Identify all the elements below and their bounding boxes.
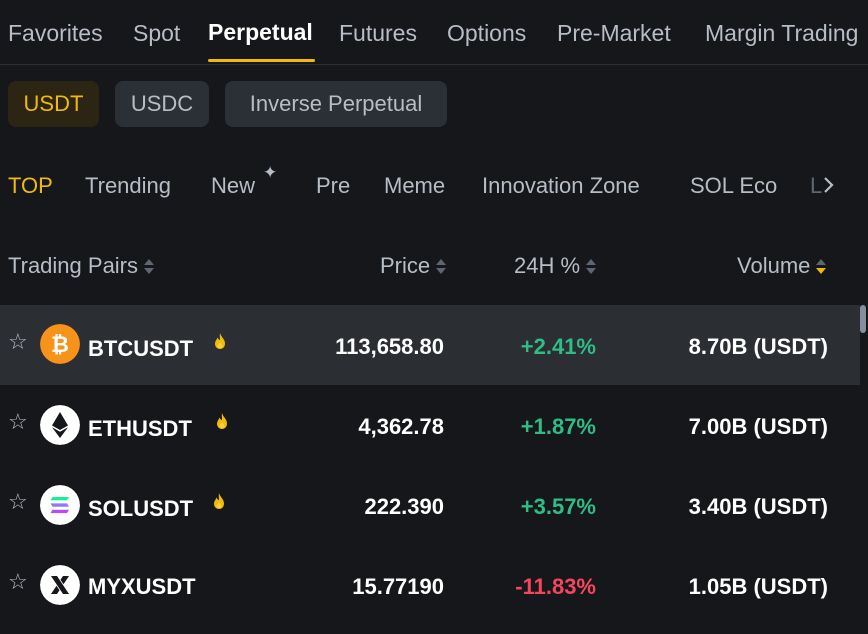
table-row[interactable]: ☆ ETHUSDT 4,362.78 +1.87% 7.00B (USDT) bbox=[0, 385, 860, 465]
tab-futures[interactable]: Futures bbox=[339, 20, 417, 46]
tab-spot[interactable]: Spot bbox=[133, 20, 181, 46]
fire-icon bbox=[217, 413, 227, 429]
pair-name: ETHUSDT bbox=[88, 416, 192, 441]
last-price: 4,362.78 bbox=[358, 414, 444, 439]
category-l-truncated[interactable]: L bbox=[810, 173, 823, 198]
eth-coin-icon bbox=[40, 405, 80, 445]
volume-24h: 7.00B (USDT) bbox=[688, 414, 828, 439]
svg-text:₿: ₿ bbox=[51, 332, 69, 357]
sparkle-icon: ✦ bbox=[263, 163, 278, 182]
active-tab-indicator bbox=[208, 59, 315, 62]
tab-margin-trading[interactable]: Margin Trading bbox=[705, 20, 859, 46]
volume-24h: 1.05B (USDT) bbox=[688, 574, 828, 599]
pill-usdc[interactable]: USDC bbox=[115, 81, 209, 127]
market-tabs: Favorites Spot Perpetual Futures Options… bbox=[0, 0, 868, 65]
sort-desc-icon bbox=[816, 258, 827, 276]
category-top[interactable]: TOP bbox=[8, 173, 53, 198]
tab-pre-market[interactable]: Pre-Market bbox=[557, 20, 671, 46]
category-trending[interactable]: Trending bbox=[85, 173, 172, 198]
last-price: 222.390 bbox=[364, 494, 444, 519]
tab-favorites[interactable]: Favorites bbox=[8, 20, 103, 46]
star-outline-icon[interactable]: ☆ bbox=[8, 409, 28, 434]
header-volume[interactable]: Volume bbox=[737, 253, 827, 279]
tab-options[interactable]: Options bbox=[447, 20, 527, 46]
table-row[interactable]: ☆ MYXUSDT 15.77190 -11.83% 1.05B (USDT) bbox=[0, 545, 860, 625]
category-new[interactable]: New bbox=[211, 173, 256, 198]
header-24h-change[interactable]: 24H % bbox=[514, 253, 597, 279]
category-meme[interactable]: Meme bbox=[384, 173, 446, 198]
volume-24h: 8.70B (USDT) bbox=[688, 334, 828, 359]
sort-arrows-icon bbox=[586, 258, 597, 276]
sol-coin-icon bbox=[40, 485, 80, 525]
table-row[interactable]: ☆ ₿ BTCUSDT 113,658.80 +2.41% 8.70B (USD… bbox=[0, 305, 860, 385]
pair-name: SOLUSDT bbox=[88, 496, 194, 521]
header-price[interactable]: Price bbox=[380, 253, 447, 279]
tab-perpetual[interactable]: Perpetual bbox=[208, 19, 313, 45]
header-trading-pairs-label: Trading Pairs bbox=[8, 253, 139, 278]
change-24h: +2.41% bbox=[520, 334, 596, 359]
pill-usdt[interactable]: USDT bbox=[8, 81, 99, 127]
btc-coin-icon: ₿ bbox=[40, 324, 80, 364]
category-pre[interactable]: Pre bbox=[316, 173, 351, 198]
chevron-right-icon[interactable] bbox=[822, 176, 836, 194]
change-24h: +3.57% bbox=[520, 494, 596, 519]
fire-icon bbox=[214, 493, 224, 509]
header-trading-pairs[interactable]: Trading Pairs bbox=[8, 253, 155, 279]
pill-inverse-perpetual[interactable]: Inverse Perpetual bbox=[225, 81, 447, 127]
fire-icon bbox=[215, 333, 225, 349]
sort-arrows-icon bbox=[436, 258, 447, 276]
category-sol-eco[interactable]: SOL Eco bbox=[690, 173, 778, 198]
change-24h: +1.87% bbox=[520, 414, 596, 439]
header-24h-change-label: 24H % bbox=[514, 253, 581, 278]
star-outline-icon[interactable]: ☆ bbox=[8, 489, 28, 514]
last-price: 15.77190 bbox=[352, 574, 444, 599]
category-innovation-zone[interactable]: Innovation Zone bbox=[482, 173, 640, 198]
last-price: 113,658.80 bbox=[335, 334, 444, 359]
header-volume-label: Volume bbox=[737, 253, 811, 278]
star-outline-icon[interactable]: ☆ bbox=[8, 569, 28, 594]
table-row[interactable]: ☆ SOLUSDT 222.390 +3.57% 3.40B (USDT) bbox=[0, 465, 860, 545]
pair-name: BTCUSDT bbox=[88, 336, 194, 361]
header-price-label: Price bbox=[380, 253, 431, 278]
star-outline-icon[interactable]: ☆ bbox=[8, 329, 28, 354]
myx-coin-icon bbox=[40, 565, 80, 605]
sort-arrows-icon bbox=[144, 258, 155, 276]
pair-name: MYXUSDT bbox=[88, 574, 196, 599]
volume-24h: 3.40B (USDT) bbox=[688, 494, 828, 519]
change-24h: -11.83% bbox=[515, 574, 596, 599]
scrollbar-thumb[interactable] bbox=[860, 305, 866, 333]
